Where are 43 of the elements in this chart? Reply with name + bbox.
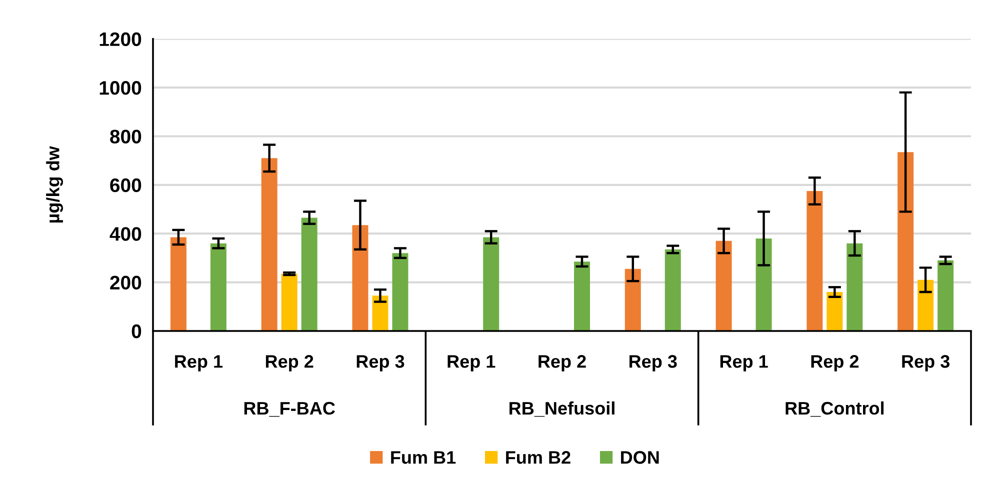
y-tick-label: 800 [110, 130, 142, 144]
bar [826, 292, 843, 331]
bar [846, 243, 863, 331]
text: RB_Control [786, 401, 884, 417]
legend-label: Fum B1 [391, 451, 456, 464]
x-tick-label: Rep 1 [720, 355, 768, 372]
y-tick-label: 0 [132, 324, 142, 338]
y-tick-label: 1200 [100, 32, 142, 46]
x-tick-label: Rep 3 [630, 355, 677, 372]
bar [392, 253, 408, 331]
bar [806, 191, 823, 331]
x-tick-label: Rep 3 [902, 355, 950, 372]
bar [261, 158, 278, 331]
legend-label: DON [621, 451, 659, 464]
bar [170, 237, 186, 331]
bar [210, 243, 226, 331]
bar [938, 260, 954, 331]
x-tick-label: Rep 2 [266, 355, 314, 372]
bar [301, 218, 318, 331]
x-tick-label: Rep 2 [811, 355, 859, 372]
legend-label: Fum B2 [506, 451, 570, 464]
text: RB_F-BAC [244, 402, 335, 417]
x-tick-label: Rep 1 [175, 355, 223, 372]
bar [483, 237, 500, 331]
bar [574, 262, 590, 331]
bar [352, 225, 368, 331]
x-tick-label: Rep 2 [538, 355, 586, 372]
bar [664, 249, 681, 331]
bar [756, 238, 772, 331]
bar [372, 296, 388, 331]
text: RB_Nefusoil [510, 401, 614, 417]
y-tick-label: 600 [110, 178, 142, 192]
bar [281, 274, 298, 331]
bar [624, 268, 641, 331]
bar [918, 280, 934, 331]
x-tick-label: Rep 1 [448, 355, 496, 372]
y-tick-label: 1000 [100, 81, 142, 95]
bar [716, 240, 732, 331]
y-tick-label: 200 [110, 276, 142, 290]
x-tick-label: Rep 3 [356, 355, 404, 372]
y-tick-label: 400 [110, 227, 142, 241]
y-axis-title: µg/kg dw [46, 146, 64, 223]
bar [898, 152, 914, 331]
